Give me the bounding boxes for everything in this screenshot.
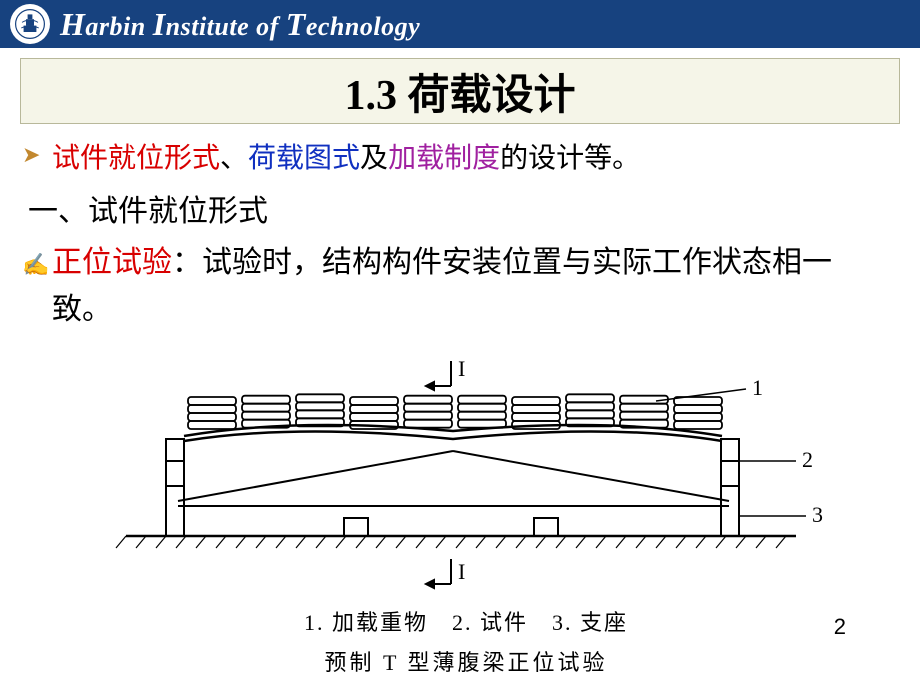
section-heading: 一、试件就位形式 [28,186,880,230]
diagram-svg: I I 1 2 3 [96,341,836,601]
section-marker-top [426,361,451,390]
content-area: ➤ 试件就位形式、荷载图式及加载制度的设计等。 一、试件就位形式 ✍ 正位试验：… [0,124,920,677]
bullet-line-1: ➤ 试件就位形式、荷载图式及加载制度的设计等。 [52,136,880,176]
header-title: Harbin Institute of Technology [60,6,420,43]
bullet-line-2: ✍ 正位试验：试验时，结构构件安装位置与实际工作状态相一致。 [52,240,880,333]
bullet1-sep1: 、 [220,143,248,174]
diagram-label-3: 3 [812,502,823,527]
diagram-label-2: 2 [802,447,813,472]
diagram-legend: 1. 加载重物 2. 试件 3. 支座 [52,605,880,637]
bullet1-part3: 加载制度 [388,143,500,174]
bullet1-tail: 的设计等。 [500,143,640,174]
pencil-icon: ✍ [22,248,49,282]
diagram-caption: 预制 T 型薄腹梁正位试验 [52,645,880,677]
bullet1-sep2: 及 [360,143,388,174]
header-bar: Harbin Institute of Technology [0,0,920,48]
diagram-container: I I 1 2 3 [52,341,880,601]
bullet1-part2: 荷载图式 [248,143,360,174]
page-number: 2 [834,614,846,640]
arrow-bullet-icon: ➤ [22,142,40,168]
section-marker-bottom [426,559,451,588]
slide-title: 1.3 荷载设计 [344,61,575,122]
diagram-label-1: 1 [752,375,763,400]
beam-diagram: I I 1 2 3 [96,341,836,601]
university-logo [10,4,50,44]
bullet2-term: 正位试验 [52,246,172,279]
section-label-bottom: I [458,559,465,584]
bullet1-part1: 试件就位形式 [52,143,220,174]
right-support [721,439,739,536]
logo-icon [14,8,46,40]
section-label-top: I [458,356,465,381]
slide-title-bar: 1.3 荷载设计 [20,58,900,124]
left-support [166,439,184,536]
bullet2-colon: ： [172,246,202,279]
